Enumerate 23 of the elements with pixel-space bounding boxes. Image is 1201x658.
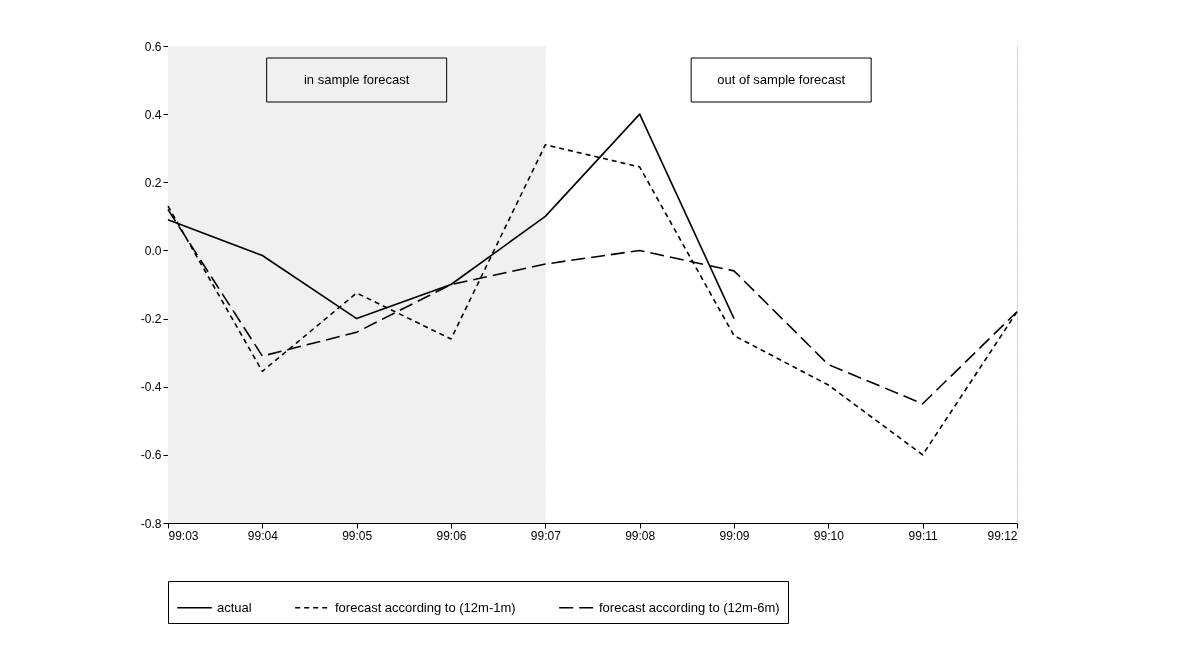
legend-label: forecast according to (12m-6m) [599,599,780,615]
y-tick-label: 0.2 [144,175,162,190]
x-tick-label: 99:10 [813,528,845,543]
y-tick-label: -0.4 [140,380,162,395]
x-tick-label: 99:09 [719,528,750,543]
band-label: in sample forecast [303,72,410,87]
legend-label: actual [217,599,252,615]
y-tick-label: -0.6 [140,448,162,463]
y-tick-label: -0.2 [140,312,162,327]
x-tick-label: 99:12 [987,528,1018,543]
y-tick-label: 0.0 [144,243,162,258]
x-tick-label: 99:11 [908,528,939,543]
y-tick-label: 0.4 [144,107,162,122]
legend-label: forecast according to (12m-1m) [335,599,516,615]
x-tick-label: 99:08 [625,528,656,543]
band-label: out of sample forecast [717,72,846,87]
x-tick-label: 99:04 [247,528,279,543]
x-tick-label: 99:07 [530,528,562,543]
y-tick-label: -0.8 [140,516,162,531]
y-tick-label: 0.6 [144,39,162,54]
x-tick-label: 99:06 [436,528,467,543]
x-tick-label: 99:05 [342,528,373,543]
x-tick-label: 99:03 [168,528,199,543]
